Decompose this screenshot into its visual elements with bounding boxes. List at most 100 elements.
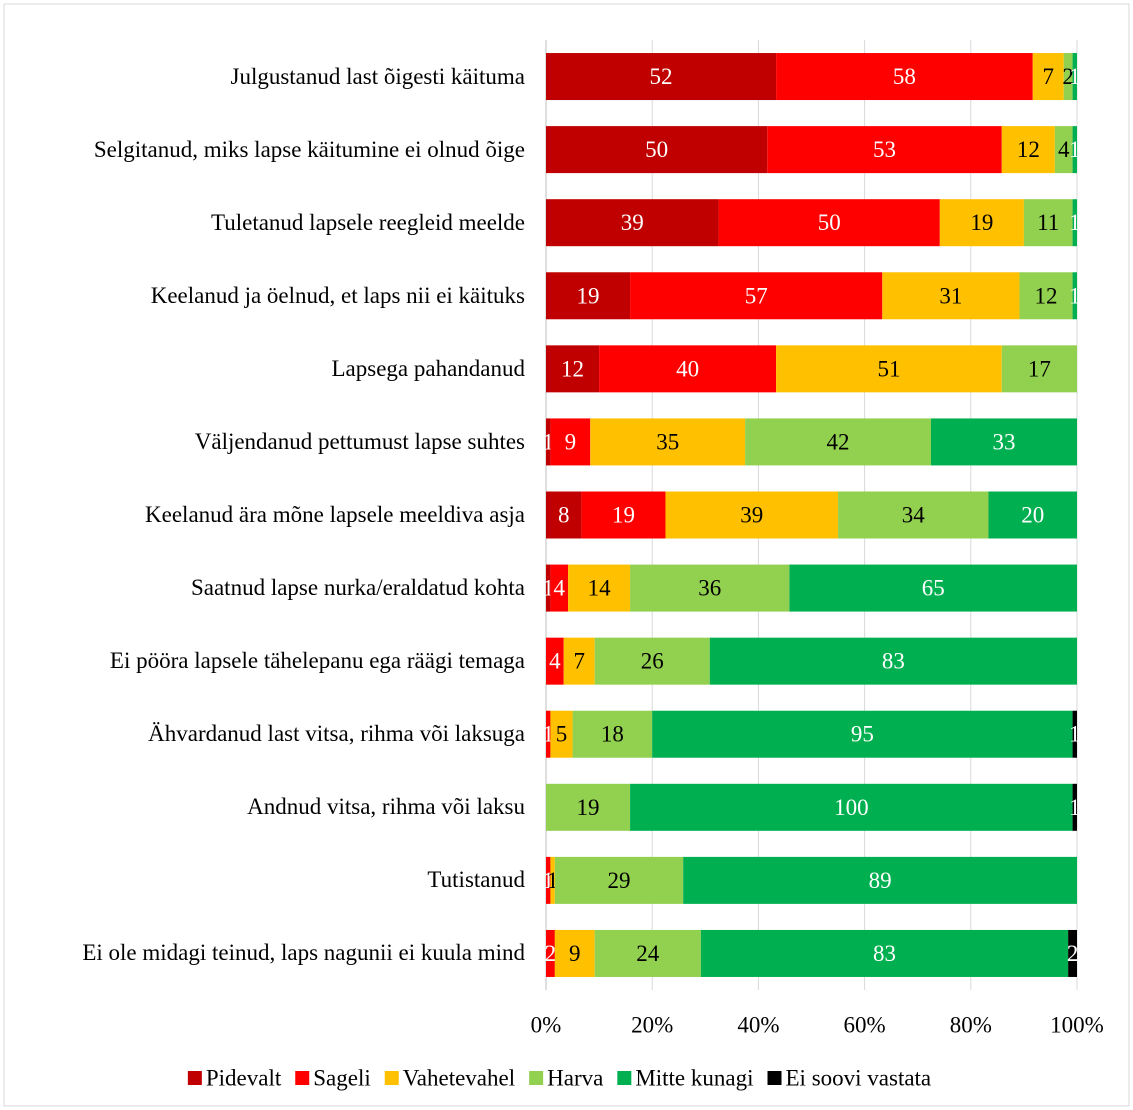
bar-segment bbox=[581, 491, 666, 539]
data-label: 1 bbox=[542, 576, 554, 601]
data-label: 1 bbox=[1069, 795, 1081, 820]
bar-segment bbox=[546, 126, 768, 174]
bar-segment bbox=[546, 491, 582, 539]
data-label: 4 bbox=[554, 576, 566, 601]
bar-segment bbox=[1072, 272, 1077, 320]
data-label: 1 bbox=[1069, 722, 1081, 747]
data-label: 24 bbox=[636, 941, 660, 966]
bar-segment bbox=[594, 637, 710, 685]
x-tick-label: 20% bbox=[631, 1013, 673, 1038]
data-label: 7 bbox=[573, 649, 585, 674]
bar-segment bbox=[1032, 53, 1064, 101]
data-label: 95 bbox=[851, 722, 874, 747]
data-label: 40 bbox=[676, 356, 699, 381]
data-label: 11 bbox=[1037, 210, 1059, 235]
bar-segment bbox=[1072, 199, 1077, 247]
data-label: 19 bbox=[970, 210, 993, 235]
bar-segment bbox=[1001, 126, 1055, 174]
chart-border bbox=[3, 3, 1130, 1107]
legend-swatch bbox=[617, 1071, 632, 1085]
data-label: 1 bbox=[542, 722, 554, 747]
bar-segment bbox=[1072, 783, 1077, 831]
bar-segment bbox=[546, 418, 551, 466]
legend-swatch bbox=[187, 1071, 202, 1085]
data-label: 2 bbox=[1062, 64, 1074, 89]
data-label: 12 bbox=[1017, 137, 1040, 162]
data-label: 17 bbox=[1028, 356, 1051, 381]
legend-label: Vahetevahel bbox=[403, 1066, 515, 1091]
y-tick-label: Tutistanud bbox=[427, 867, 525, 893]
bar-segment bbox=[789, 564, 1077, 612]
data-label: 9 bbox=[569, 941, 581, 966]
bar-segment bbox=[568, 564, 631, 612]
y-tick-label: Tuletanud lapsele reegleid meelde bbox=[210, 209, 525, 235]
data-label: 1 bbox=[1069, 210, 1081, 235]
x-tick-label: 80% bbox=[950, 1013, 992, 1038]
bar-segment bbox=[550, 564, 569, 612]
data-label: 26 bbox=[641, 649, 664, 674]
bar-segment bbox=[838, 491, 989, 539]
bar-segment bbox=[594, 929, 701, 977]
bar-segment bbox=[1068, 929, 1077, 977]
bar-segment bbox=[630, 272, 883, 320]
data-label: 57 bbox=[745, 283, 768, 308]
y-tick-label: Ei ole midagi teinud, laps nagunii ei ku… bbox=[82, 940, 525, 966]
data-label: 83 bbox=[873, 941, 896, 966]
y-tick-label: Saatnud lapse nurka/eraldatud kohta bbox=[190, 575, 525, 601]
bar-segment bbox=[546, 199, 719, 247]
bar-segment bbox=[718, 199, 940, 247]
legend-swatch bbox=[384, 1071, 399, 1085]
y-tick-label: Andnud vitsa, rihma või laksu bbox=[247, 794, 525, 820]
data-label: 35 bbox=[656, 429, 679, 454]
data-label: 52 bbox=[650, 64, 673, 89]
data-label: 39 bbox=[621, 210, 644, 235]
bar-segment bbox=[700, 929, 1069, 977]
data-label: 42 bbox=[827, 429, 850, 454]
y-tick-label: Keelanud ära mõne lapsele meeldiva asja bbox=[145, 502, 525, 527]
bar-segment bbox=[546, 637, 564, 685]
y-tick-label: Lapsega pahandanud bbox=[331, 355, 525, 381]
data-label: 58 bbox=[893, 64, 916, 89]
bar-segment bbox=[590, 418, 746, 466]
data-label: 4 bbox=[549, 649, 561, 674]
legend-swatch bbox=[295, 1071, 310, 1085]
y-tick-label: Ei pööra lapsele tähelepanu ega räägi te… bbox=[109, 648, 525, 674]
bar-segment bbox=[683, 856, 1077, 904]
data-label: 1 bbox=[542, 868, 554, 893]
legend-swatch bbox=[767, 1071, 782, 1085]
data-label: 65 bbox=[922, 576, 945, 601]
data-label: 51 bbox=[877, 356, 900, 381]
bar-segment bbox=[546, 272, 631, 320]
data-label: 9 bbox=[565, 429, 577, 454]
y-tick-label: Väljendanud pettumust lapse suhtes bbox=[194, 428, 525, 454]
y-tick-label: Julgustanud last õigesti käituma bbox=[230, 63, 526, 89]
data-label: 39 bbox=[740, 503, 763, 528]
data-label: 2 bbox=[1067, 941, 1079, 966]
data-label: 18 bbox=[601, 722, 624, 747]
data-label: 89 bbox=[869, 868, 892, 893]
bar-segment bbox=[546, 783, 631, 831]
bar-segment bbox=[1019, 272, 1073, 320]
bar-segment bbox=[554, 929, 595, 977]
bar-segment bbox=[630, 564, 790, 612]
data-label: 50 bbox=[818, 210, 841, 235]
bar-segment bbox=[988, 491, 1077, 539]
data-label: 19 bbox=[577, 283, 600, 308]
bar-segment bbox=[550, 710, 573, 758]
data-label: 7 bbox=[1042, 64, 1054, 89]
bar-segment bbox=[652, 710, 1073, 758]
bar-segment bbox=[1054, 126, 1073, 174]
bar-segment bbox=[767, 126, 1002, 174]
data-label: 1 bbox=[547, 868, 559, 893]
data-label: 12 bbox=[1035, 283, 1058, 308]
legend-label: Pidevalt bbox=[206, 1066, 282, 1091]
bar-segment bbox=[546, 345, 600, 393]
x-tick-label: 100% bbox=[1050, 1013, 1104, 1038]
bar-segment bbox=[572, 710, 653, 758]
bar-segment bbox=[546, 929, 555, 977]
bar-segment bbox=[546, 856, 551, 904]
data-label: 53 bbox=[873, 137, 896, 162]
bar-segment bbox=[546, 710, 551, 758]
bar-segment bbox=[554, 856, 684, 904]
data-label: 1 bbox=[1069, 137, 1081, 162]
